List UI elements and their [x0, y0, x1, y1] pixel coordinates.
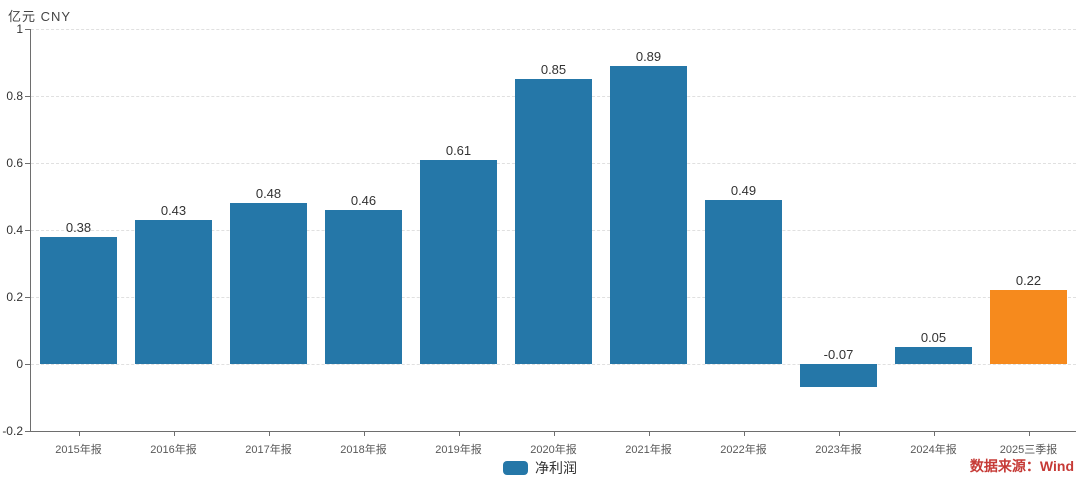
- y-axis-tick: [25, 29, 30, 30]
- x-axis-tick: [173, 431, 175, 436]
- legend-swatch: [503, 461, 528, 475]
- x-axis-label: 2021年报: [625, 444, 672, 456]
- x-axis-tick: [363, 431, 365, 436]
- y-axis-label: 0: [16, 357, 23, 371]
- bar-2024年报[interactable]: [895, 347, 972, 364]
- bar-2020年报[interactable]: [515, 79, 592, 364]
- x-axis-tick: [648, 431, 650, 436]
- plot-area: 1 0.8 0.6 0.4 0.2 0 -0.2 0.38 2015年报 0.43 2016年报 0.…: [2, 22, 1076, 456]
- y-axis-label: 0.6: [6, 156, 23, 170]
- bar-value-label: -0.07: [823, 347, 854, 362]
- bar-value-label: 0.22: [1015, 273, 1042, 289]
- y-axis-label: 0.8: [6, 89, 23, 103]
- bar-value-label: 0.38: [65, 219, 92, 235]
- x-axis-tick: [78, 431, 80, 436]
- bar-value-label: 0.49: [730, 182, 757, 198]
- bar-2016年报[interactable]: [135, 219, 212, 364]
- y-axis-tick: [25, 163, 30, 164]
- bar-value-label: 0.43: [160, 202, 187, 218]
- x-axis-label: 2024年报: [910, 444, 957, 456]
- y-axis-label: 0.2: [6, 290, 23, 304]
- bar-2022年报[interactable]: [705, 199, 782, 364]
- legend-label: 净利润: [535, 460, 577, 476]
- x-axis-tick: [838, 431, 840, 436]
- legend-item-net-profit[interactable]: 净利润: [503, 458, 577, 478]
- bar-value-label: 0.85: [540, 62, 567, 78]
- y-axis-tick: [25, 230, 30, 231]
- x-axis-tick: [268, 431, 270, 436]
- bar-2025三季报[interactable]: [990, 290, 1067, 364]
- bar-2015年报[interactable]: [40, 236, 117, 364]
- bar-value-label: 0.89: [635, 48, 662, 64]
- x-axis-label: 2022年报: [720, 444, 767, 456]
- y-axis-tick: [25, 431, 30, 432]
- y-axis-label: 1: [16, 22, 23, 36]
- bar-value-label: 0.46: [350, 192, 377, 208]
- y-axis-tick: [25, 297, 30, 298]
- bar-value-label: 0.61: [445, 142, 472, 158]
- x-axis-label: 2025三季报: [999, 444, 1058, 456]
- y-axis-tick: [25, 364, 30, 365]
- x-axis-label: 2015年报: [55, 444, 102, 456]
- bar-2018年报[interactable]: [325, 209, 402, 364]
- x-axis-label: 2017年报: [245, 444, 292, 456]
- x-axis-tick: [458, 431, 460, 436]
- x-axis-tick: [933, 431, 935, 436]
- bar-value-label: 0.48: [255, 186, 282, 202]
- bar-2019年报[interactable]: [420, 159, 497, 364]
- data-source-note: 数据来源：Wind: [969, 458, 1074, 474]
- x-axis-tick: [1028, 431, 1030, 436]
- bar-2021年报[interactable]: [610, 65, 687, 364]
- x-axis-label: 2023年报: [815, 444, 862, 456]
- x-axis-label: 2019年报: [435, 444, 482, 456]
- y-axis-label: 0.4: [6, 223, 23, 237]
- y-axis-tick: [25, 96, 30, 97]
- bar-2023年报[interactable]: [800, 364, 877, 388]
- x-axis-tick: [743, 431, 745, 436]
- gridline: [31, 364, 1076, 365]
- x-axis-tick: [553, 431, 555, 436]
- x-axis-label: 2018年报: [340, 444, 387, 456]
- bar-2017年报[interactable]: [230, 203, 307, 364]
- y-axis-unit-label: 亿元 CNY: [8, 9, 72, 24]
- gridline: [31, 29, 1076, 30]
- bar-value-label: 0.05: [920, 330, 947, 346]
- y-axis-label: -0.2: [2, 424, 23, 438]
- x-axis-label: 2020年报: [530, 444, 577, 456]
- x-axis-label: 2016年报: [150, 444, 197, 456]
- chart-legend: 净利润: [0, 458, 1080, 480]
